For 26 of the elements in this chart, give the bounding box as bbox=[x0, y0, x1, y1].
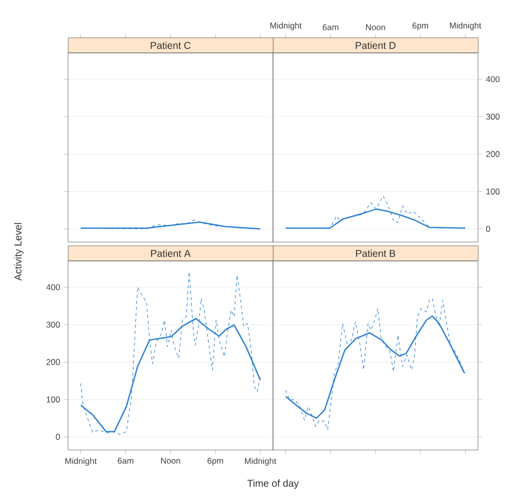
x-tick-label: 6am bbox=[322, 24, 338, 30]
y-tick-label: 100 bbox=[486, 188, 500, 194]
x-tick-label: Midnight bbox=[450, 22, 482, 30]
chart-title: Patient B bbox=[356, 250, 396, 257]
y-tick-label: 300 bbox=[46, 322, 60, 328]
y-tick-label: 200 bbox=[486, 151, 500, 158]
y-tick-label: 100 bbox=[46, 396, 60, 402]
chart-title: Patient C bbox=[150, 42, 191, 49]
y-tick-label: 400 bbox=[486, 76, 500, 82]
x-tick-label: 6pm bbox=[208, 458, 224, 466]
x-tick-label: Midnight bbox=[244, 458, 276, 466]
y-tick-label: 0 bbox=[486, 226, 490, 232]
x-tick-label: Midnight bbox=[65, 458, 97, 466]
y-tick-label: 0 bbox=[56, 434, 60, 440]
y-axis-title: Activity Level bbox=[14, 223, 24, 281]
x-axis-title: Time of day bbox=[247, 480, 299, 489]
y-tick-label: 200 bbox=[46, 359, 60, 366]
x-tick-label: 6am bbox=[118, 458, 134, 464]
x-tick-label: 6pm bbox=[412, 22, 428, 30]
y-tick-label: 400 bbox=[46, 284, 60, 290]
chart-title: Patient A bbox=[151, 250, 191, 257]
x-tick-label: Noon bbox=[366, 24, 386, 30]
chart-title: Patient D bbox=[356, 42, 396, 49]
x-tick-label: Midnight bbox=[270, 22, 302, 30]
x-tick-label: Noon bbox=[161, 458, 180, 464]
y-tick-label: 300 bbox=[486, 114, 500, 120]
